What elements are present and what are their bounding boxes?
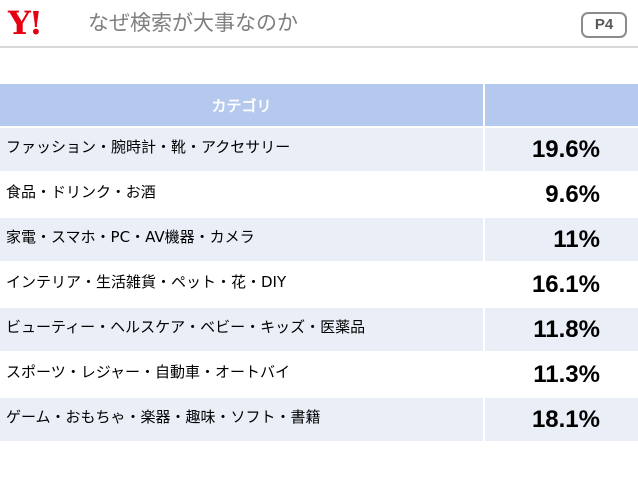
percentage-cell: 9.6% bbox=[483, 172, 638, 218]
percentage-cell: 11% bbox=[483, 217, 638, 263]
table-row: 家電・スマホ・PC・AV機器・カメラ 11% bbox=[0, 217, 638, 263]
table-row: ゲーム・おもちゃ・楽器・趣味・ソフト・書籍 18.1% bbox=[0, 397, 638, 443]
table-row: 食品・ドリンク・お酒 9.6% bbox=[0, 172, 638, 218]
table-row: ビューティー・ヘルスケア・ベビー・キッズ・医薬品 11.8% bbox=[0, 307, 638, 353]
category-cell: 家電・スマホ・PC・AV機器・カメラ bbox=[0, 217, 484, 263]
yahoo-logo: Y! bbox=[8, 4, 43, 42]
table-header-row: カテゴリ bbox=[0, 84, 638, 128]
table-row: インテリア・生活雑貨・ペット・花・DIY 16.1% bbox=[0, 262, 638, 308]
category-cell: 食品・ドリンク・お酒 bbox=[0, 172, 484, 218]
percentage-cell: 16.1% bbox=[483, 262, 638, 308]
percentage-cell: 11.3% bbox=[483, 352, 638, 398]
table-row: ファッション・腕時計・靴・アクセサリー 19.6% bbox=[0, 127, 638, 173]
percentage-cell: 19.6% bbox=[483, 127, 638, 173]
percentage-cell: 11.8% bbox=[483, 307, 638, 353]
slide-title: なぜ検索が大事なのか bbox=[88, 11, 298, 35]
category-cell: ビューティー・ヘルスケア・ベビー・キッズ・医薬品 bbox=[0, 307, 484, 353]
header-divider bbox=[0, 46, 638, 48]
page-number-badge: P4 bbox=[581, 12, 627, 38]
percentage-cell: 18.1% bbox=[483, 397, 638, 443]
category-cell: ゲーム・おもちゃ・楽器・趣味・ソフト・書籍 bbox=[0, 397, 484, 443]
slide-header: Y! なぜ検索が大事なのか P4 bbox=[0, 0, 638, 46]
category-share-table: カテゴリ ファッション・腕時計・靴・アクセサリー 19.6% 食品・ドリンク・お… bbox=[0, 84, 638, 443]
category-cell: スポーツ・レジャー・自動車・オートバイ bbox=[0, 352, 484, 398]
column-header-category: カテゴリ bbox=[0, 84, 484, 128]
category-cell: ファッション・腕時計・靴・アクセサリー bbox=[0, 127, 484, 173]
column-header-value bbox=[483, 84, 638, 128]
category-cell: インテリア・生活雑貨・ペット・花・DIY bbox=[0, 262, 484, 308]
table-row: スポーツ・レジャー・自動車・オートバイ 11.3% bbox=[0, 352, 638, 398]
